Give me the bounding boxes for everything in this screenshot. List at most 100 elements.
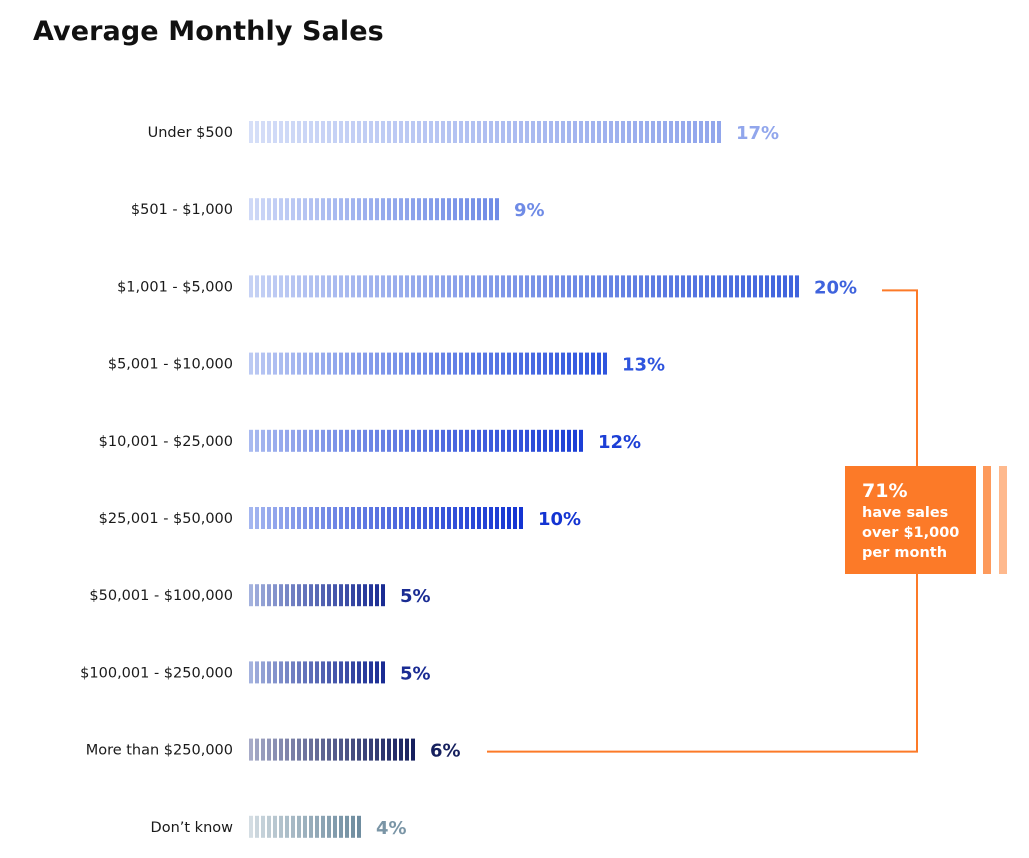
bar-stripe <box>423 352 427 375</box>
bar-stripe <box>405 507 409 529</box>
bar-stripe <box>711 275 715 298</box>
bar-stripe <box>357 507 361 529</box>
bar-stripe <box>591 275 595 298</box>
bar-stripe <box>447 352 451 375</box>
bar-stripe <box>501 352 505 375</box>
bar-stripe <box>267 738 271 761</box>
bar-stripe <box>303 815 307 838</box>
bar-stripe <box>393 738 397 761</box>
bar-stripe <box>543 352 547 375</box>
bar-stripe <box>261 198 265 221</box>
bar-stripe <box>387 275 391 298</box>
bar-row: More than $250,000 6% <box>86 738 461 762</box>
bar-stripe <box>357 584 361 607</box>
bar <box>249 661 385 684</box>
bar-stripe <box>255 507 259 529</box>
bar-stripe <box>549 275 553 298</box>
bar-stripe <box>597 121 601 143</box>
bar-stripe <box>465 198 469 221</box>
bar-stripe <box>291 507 295 529</box>
value-label: 5% <box>400 663 431 684</box>
bar-stripe <box>411 275 415 298</box>
value-label: 12% <box>598 432 641 453</box>
bar-stripe <box>507 121 511 143</box>
bar-row: $100,001 - $250,000 5% <box>80 661 431 684</box>
bar-stripe <box>477 429 481 452</box>
bar-row: $501 - $1,000 9% <box>131 198 545 221</box>
bar-stripe <box>411 429 415 452</box>
bar-stripe <box>369 661 373 684</box>
value-label: 20% <box>814 277 857 298</box>
bar-stripe <box>387 352 391 375</box>
bar-stripe <box>753 275 757 298</box>
bar <box>249 275 799 298</box>
bar-stripe <box>573 121 577 143</box>
bar-stripe <box>603 275 607 298</box>
bar-stripe <box>477 121 481 143</box>
bar-stripe <box>369 429 373 452</box>
value-label: 13% <box>622 355 665 376</box>
bar-row: $1,001 - $5,000 20% <box>117 275 857 298</box>
bar-stripe <box>459 429 463 452</box>
bar-stripe <box>261 121 265 143</box>
bar-stripe <box>345 661 349 684</box>
bar-stripe <box>711 121 715 143</box>
bar-stripe <box>399 121 403 143</box>
bar-stripe <box>495 275 499 298</box>
bar-stripe <box>303 352 307 375</box>
bar-stripe <box>285 121 289 143</box>
bar-stripe <box>591 352 595 375</box>
bar-stripe <box>423 198 427 221</box>
bar-stripe <box>345 815 349 838</box>
bar-stripe <box>321 429 325 452</box>
bar-stripe <box>519 352 523 375</box>
bar-stripe <box>579 352 583 375</box>
bar-stripe <box>447 429 451 452</box>
bar-stripe <box>315 584 319 607</box>
bar-stripe <box>321 275 325 298</box>
bar-stripe <box>321 584 325 607</box>
bar-stripe <box>537 352 541 375</box>
bar-stripe <box>603 352 607 375</box>
bar-stripe <box>333 661 337 684</box>
bar-stripe <box>435 352 439 375</box>
bar-stripe <box>555 275 559 298</box>
bar-stripe <box>339 661 343 684</box>
bar-stripe <box>429 352 433 375</box>
callout-stripe <box>999 466 1007 574</box>
bar-stripe <box>315 815 319 838</box>
bar-stripe <box>261 815 265 838</box>
bar-stripe <box>249 429 253 452</box>
bar-stripe <box>321 661 325 684</box>
bar-stripe <box>303 661 307 684</box>
bar-stripe <box>651 275 655 298</box>
chart-title: Average Monthly Sales <box>33 16 384 47</box>
bar-stripe <box>531 352 535 375</box>
category-label: More than $250,000 <box>86 743 233 759</box>
bar-stripe <box>597 275 601 298</box>
bar-stripe <box>297 352 301 375</box>
bar-stripe <box>315 661 319 684</box>
bar-stripe <box>315 507 319 529</box>
bar-stripe <box>495 429 499 452</box>
bar-stripe <box>399 352 403 375</box>
bar-stripe <box>513 507 517 529</box>
bar-stripe <box>351 815 355 838</box>
bar-stripe <box>525 429 529 452</box>
bar-stripe <box>705 121 709 143</box>
bar-stripe <box>543 429 547 452</box>
bar-row: Don’t know 4% <box>151 815 407 839</box>
bar-stripe <box>369 352 373 375</box>
bar-stripe <box>363 507 367 529</box>
bar-stripe <box>459 198 463 221</box>
bar-stripe <box>561 429 565 452</box>
bar-stripe <box>357 121 361 143</box>
bar-stripe <box>729 275 733 298</box>
bar-stripe <box>519 507 523 529</box>
bar-stripe <box>279 584 283 607</box>
bar-stripe <box>663 121 667 143</box>
bar-stripe <box>315 738 319 761</box>
bar-stripe <box>423 429 427 452</box>
bar-stripe <box>261 275 265 298</box>
bar-stripe <box>459 507 463 529</box>
